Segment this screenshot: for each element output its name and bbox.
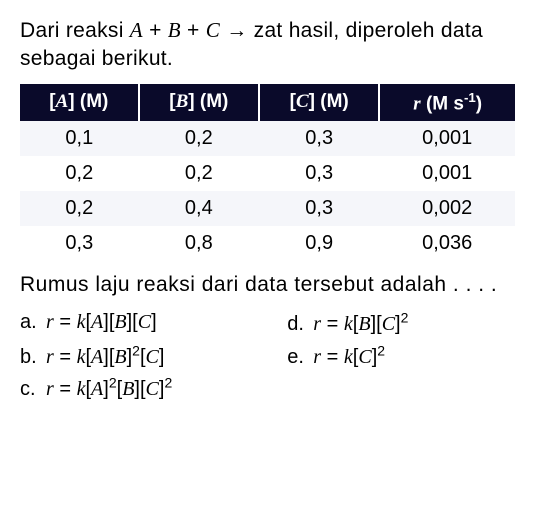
cell: 0,3 bbox=[20, 226, 139, 261]
question-prompt: Rumus laju reaksi dari data tersebut ada… bbox=[20, 271, 515, 299]
option-d: d.r = k[B][C]2 bbox=[287, 307, 515, 340]
col-header-c: [C] (M) bbox=[259, 84, 379, 121]
option-b: b.r = k[A][B]2[C] bbox=[20, 340, 287, 373]
answer-options: a.r = k[A][B][C] d.r = k[B][C]2 b.r = k[… bbox=[20, 307, 515, 405]
cell: 0,9 bbox=[259, 226, 379, 261]
option-c: c.r = k[A]2[B][C]2 bbox=[20, 373, 287, 406]
cell: 0,002 bbox=[379, 191, 515, 226]
cell: 0,2 bbox=[20, 156, 139, 191]
cell: 0,001 bbox=[379, 156, 515, 191]
col-header-b: [B] (M) bbox=[139, 84, 259, 121]
cell: 0,3 bbox=[259, 121, 379, 156]
cell: 0,036 bbox=[379, 226, 515, 261]
table-row: 0,2 0,2 0,3 0,001 bbox=[20, 156, 515, 191]
cell: 0,3 bbox=[259, 191, 379, 226]
col-header-r: r (M s-1) bbox=[379, 84, 515, 121]
option-e: e.r = k[C]2 bbox=[287, 340, 515, 373]
cell: 0,2 bbox=[139, 156, 259, 191]
cell: 0,2 bbox=[139, 121, 259, 156]
table-row: 0,1 0,2 0,3 0,001 bbox=[20, 121, 515, 156]
cell: 0,001 bbox=[379, 121, 515, 156]
data-table: [A] (M) [B] (M) [C] (M) r (M s-1) 0,1 0,… bbox=[20, 84, 515, 261]
cell: 0,8 bbox=[139, 226, 259, 261]
cell: 0,1 bbox=[20, 121, 139, 156]
option-a: a.r = k[A][B][C] bbox=[20, 307, 287, 340]
col-header-a: [A] (M) bbox=[20, 84, 139, 121]
intro-text: Dari reaksi A + B + C → zat hasil, diper… bbox=[20, 16, 515, 74]
table-row: 0,2 0,4 0,3 0,002 bbox=[20, 191, 515, 226]
cell: 0,4 bbox=[139, 191, 259, 226]
cell: 0,3 bbox=[259, 156, 379, 191]
cell: 0,2 bbox=[20, 191, 139, 226]
table-row: 0,3 0,8 0,9 0,036 bbox=[20, 226, 515, 261]
